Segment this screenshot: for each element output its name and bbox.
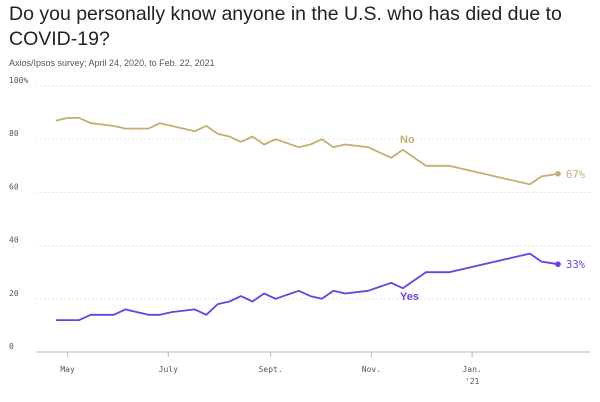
gridlines: [36, 85, 590, 353]
axes: 0 20 40 60 80 100% May July Sept. Nov. Jan. '21: [9, 76, 482, 386]
series-label-yes: Yes: [400, 291, 419, 303]
end-point-yes: [555, 261, 561, 268]
series-line-no: [55, 117, 559, 186]
x-tick-label: Jan.: [462, 365, 481, 374]
x-tick-label-year: '21: [465, 377, 480, 386]
x-tick-label: Sept.: [259, 365, 283, 374]
series-line-yes: [56, 252, 559, 321]
y-tick-label: 100%: [9, 76, 28, 85]
chart-subtitle: Axios/Ipsos survey; April 24, 2020, to F…: [9, 58, 215, 68]
labels: 67% 33% No Yes: [400, 134, 586, 303]
x-tick-label: Nov.: [362, 365, 381, 374]
end-point-no: [555, 170, 561, 177]
x-tick-label: July: [159, 365, 178, 374]
end-label-yes: 33%: [566, 259, 586, 271]
y-tick-label: 40: [9, 236, 19, 245]
y-tick-label: 60: [9, 182, 19, 191]
series-label-no: No: [400, 134, 415, 146]
x-tick-label: May: [60, 365, 75, 374]
y-tick-label: 80: [9, 129, 19, 138]
y-tick-label: 0: [9, 342, 14, 351]
chart-title: Do you personally know anyone in the U.S…: [9, 3, 562, 50]
series: [55, 117, 561, 321]
y-tick-label: 20: [9, 289, 19, 298]
end-label-no: 67%: [566, 169, 586, 181]
